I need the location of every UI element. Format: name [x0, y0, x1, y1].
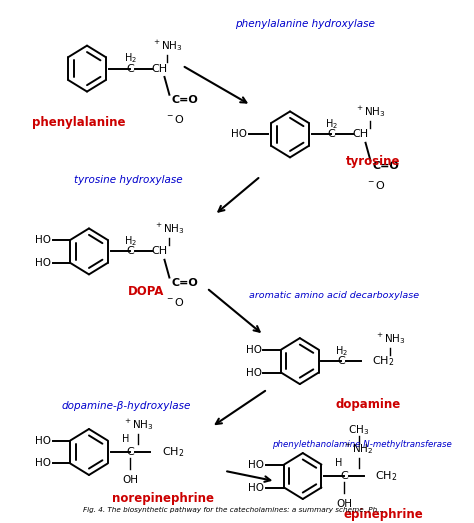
Text: CH$_3$: CH$_3$: [348, 423, 369, 437]
Text: HO: HO: [246, 368, 262, 378]
Text: phenylalanine hydroxylase: phenylalanine hydroxylase: [235, 19, 374, 29]
Text: CH$_2$: CH$_2$: [162, 445, 184, 459]
Text: C: C: [328, 129, 335, 140]
Text: OH: OH: [336, 499, 352, 509]
Text: $^-$O: $^-$O: [165, 295, 185, 308]
Text: $^+$NH$_3$: $^+$NH$_3$: [123, 417, 154, 433]
Text: HO: HO: [35, 235, 51, 245]
Text: tyrosine: tyrosine: [346, 155, 401, 168]
Text: C: C: [337, 356, 345, 366]
Text: $^+$NH$_3$: $^+$NH$_3$: [152, 38, 183, 53]
Text: H: H: [336, 459, 343, 469]
Text: C: C: [126, 64, 134, 74]
Text: $^-$O: $^-$O: [366, 178, 386, 190]
Text: H$_2$: H$_2$: [124, 234, 137, 248]
Text: phenylethanolamine N-methyltransferase: phenylethanolamine N-methyltransferase: [272, 440, 452, 449]
Text: C: C: [126, 447, 134, 457]
Text: OH: OH: [122, 475, 138, 485]
Text: $^+$NH$_2$: $^+$NH$_2$: [344, 441, 374, 456]
Text: phenylalanine: phenylalanine: [32, 116, 126, 129]
Text: H$_2$: H$_2$: [124, 51, 137, 65]
Text: epinephrine: epinephrine: [343, 508, 423, 521]
Text: $^+$NH$_3$: $^+$NH$_3$: [355, 104, 386, 119]
Text: $^-$O: $^-$O: [165, 113, 185, 125]
Text: HO: HO: [248, 483, 264, 493]
Text: CH$_2$: CH$_2$: [375, 469, 398, 483]
Text: C=O: C=O: [171, 95, 198, 105]
Text: C=O: C=O: [373, 161, 399, 170]
Text: CH$_2$: CH$_2$: [373, 354, 395, 368]
Text: $^+$NH$_3$: $^+$NH$_3$: [154, 221, 185, 236]
Text: norepinephrine: norepinephrine: [111, 492, 213, 505]
Text: HO: HO: [35, 258, 51, 268]
Text: H$_2$: H$_2$: [325, 117, 337, 131]
Text: HO: HO: [35, 459, 51, 469]
Text: dopamine: dopamine: [336, 397, 401, 411]
Text: CH: CH: [353, 129, 369, 140]
Text: HO: HO: [246, 345, 262, 355]
Text: C: C: [126, 246, 134, 256]
Text: dopamine-β-hydroxylase: dopamine-β-hydroxylase: [62, 401, 191, 411]
Text: DOPA: DOPA: [128, 285, 164, 298]
Text: Fig. 4. The biosynthetic pathway for the catecholamines: a summary scheme. Ph...: Fig. 4. The biosynthetic pathway for the…: [82, 506, 383, 513]
Text: H$_2$: H$_2$: [335, 344, 347, 358]
Text: C: C: [340, 471, 348, 481]
Text: $^+$NH$_3$: $^+$NH$_3$: [375, 331, 405, 346]
Text: CH: CH: [152, 246, 168, 256]
Text: tyrosine hydroxylase: tyrosine hydroxylase: [74, 175, 182, 185]
Text: HO: HO: [35, 436, 51, 446]
Text: HO: HO: [231, 129, 247, 140]
Text: HO: HO: [248, 460, 264, 470]
Text: C=O: C=O: [171, 278, 198, 288]
Text: H: H: [121, 435, 129, 445]
Text: CH: CH: [152, 64, 168, 74]
Text: aromatic amino acid decarboxylase: aromatic amino acid decarboxylase: [249, 291, 419, 300]
